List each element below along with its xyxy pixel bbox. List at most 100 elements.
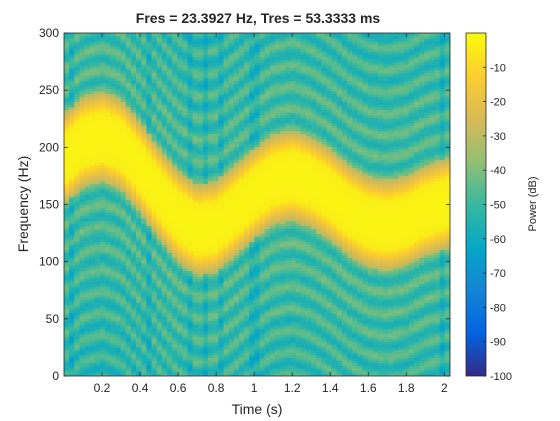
spectrogram-cell	[74, 352, 81, 356]
spectrogram-cell	[64, 104, 70, 108]
spectrogram-cell	[74, 130, 81, 134]
spectrogram-cell	[182, 33, 189, 37]
spectrogram-cell	[84, 98, 91, 103]
spectrogram-cell	[79, 96, 86, 100]
spectrogram-cell	[69, 323, 75, 327]
spectrogram-cell	[64, 133, 70, 137]
spectrogram-cell	[64, 93, 70, 97]
spectrogram-cell	[79, 188, 86, 192]
spectrogram-cell	[89, 331, 96, 335]
spectrogram-cell	[84, 275, 91, 279]
spectrogram-cell	[69, 133, 75, 137]
spectrogram-cell	[74, 291, 81, 295]
spectrogram-cell	[84, 368, 91, 372]
spectrogram-cell	[69, 141, 75, 145]
spectrogram-cell	[79, 93, 86, 97]
spectrogram-cell	[94, 349, 101, 353]
spectrogram-cell	[74, 114, 81, 119]
spectrogram-cell	[79, 233, 86, 237]
spectrogram-cell	[69, 114, 75, 119]
spectrogram-cell	[79, 259, 86, 264]
spectrogram-cell	[94, 307, 101, 311]
spectrogram-cell	[94, 299, 101, 303]
spectrogram-cell	[79, 85, 86, 90]
spectrogram-cell	[89, 299, 96, 303]
spectrogram-cell	[84, 138, 91, 142]
spectrogram-cell	[84, 244, 91, 248]
spectrogram-cell	[79, 236, 86, 240]
spectrogram-cell	[94, 209, 101, 214]
spectrogram-cell	[89, 180, 96, 184]
spectrogram-cell	[89, 170, 96, 174]
spectrogram-cell	[69, 265, 75, 269]
spectrogram-cell	[89, 120, 96, 124]
spectrogram-cell	[69, 207, 75, 211]
spectrogram-cell	[69, 159, 75, 163]
spectrogram-cell	[64, 201, 70, 206]
spectrogram-cell	[89, 336, 96, 340]
spectrogram-cell	[94, 238, 101, 243]
spectrogram-cell	[69, 236, 75, 240]
spectrogram-cell	[74, 75, 81, 79]
spectrogram-cell	[69, 320, 75, 324]
spectrogram-cell	[74, 183, 81, 187]
spectrogram-cell	[79, 143, 86, 148]
spectrogram-cell	[69, 257, 75, 261]
spectrogram-cell	[89, 159, 96, 163]
spectrogram-cell	[74, 283, 81, 287]
spectrogram-cell	[84, 294, 91, 298]
spectrogram-cell	[79, 178, 86, 182]
spectrogram-cell	[74, 186, 81, 190]
spectrogram-cell	[89, 238, 96, 243]
spectrogram-cell	[74, 175, 81, 179]
spectrogram-cell	[79, 354, 86, 359]
spectrogram-cell	[74, 199, 81, 203]
spectrogram-cell	[94, 331, 101, 335]
spectrogram-cell	[89, 85, 96, 90]
spectrogram-cell	[74, 281, 81, 285]
spectrogram-cell	[74, 35, 81, 39]
spectrogram-cell	[89, 69, 96, 74]
spectrogram-cell	[69, 180, 75, 184]
spectrogram-cell	[64, 339, 70, 343]
spectrogram-cell	[84, 307, 91, 311]
spectrogram-cell	[89, 72, 96, 76]
spectrogram-cell	[84, 283, 91, 287]
spectrogram-cell	[208, 33, 214, 37]
spectrogram-cell	[79, 302, 86, 306]
spectrogram-cell	[94, 77, 101, 82]
spectrogram-cell	[79, 35, 86, 39]
spectrogram-cell	[84, 241, 91, 245]
spectrogram-cell	[94, 133, 101, 137]
spectrogram-cell	[94, 199, 101, 203]
spectrogram-cell	[64, 96, 70, 100]
spectrogram-cell	[84, 130, 91, 134]
spectrogram-cell	[79, 122, 86, 126]
spectrogram-cell	[94, 64, 101, 68]
spectrogram-cell	[146, 33, 153, 37]
spectrogram-cell	[84, 222, 91, 227]
spectrogram-cell	[64, 238, 70, 243]
spectrogram-cell	[120, 33, 127, 37]
spectrogram-cell	[89, 135, 96, 140]
spectrogram-cell	[166, 33, 173, 37]
spectrogram-cell	[79, 77, 86, 82]
spectrogram-cell	[69, 164, 75, 169]
spectrogram-cell	[69, 362, 75, 367]
spectrogram-cell	[79, 370, 86, 374]
spectrogram-cell	[74, 154, 81, 158]
spectrogram-cell	[94, 302, 101, 306]
spectrogram-cell	[79, 75, 86, 79]
spectrogram-cell	[69, 368, 75, 372]
spectrogram-cell	[79, 304, 86, 308]
spectrogram-cell	[84, 127, 91, 132]
spectrogram-cell	[79, 141, 86, 145]
spectrogram-cell	[64, 193, 70, 198]
spectrogram-cell	[74, 46, 81, 50]
spectrogram-cell	[69, 98, 75, 103]
spectrogram-cell	[64, 109, 70, 113]
spectrogram-cell	[228, 33, 235, 37]
spectrogram-cell	[94, 323, 101, 327]
spectrogram-cell	[94, 228, 101, 232]
spectrogram-cell	[64, 288, 70, 293]
